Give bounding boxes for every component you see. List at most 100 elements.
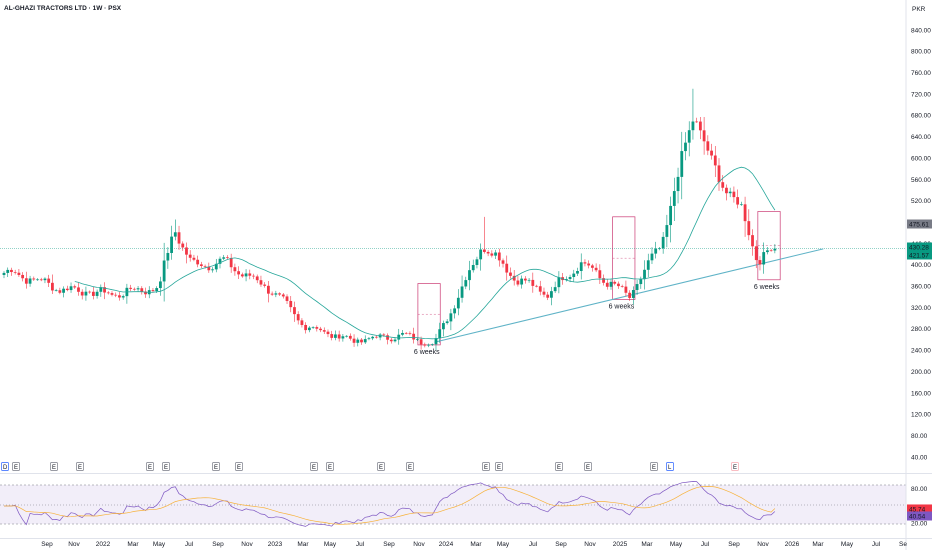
time-axis[interactable]: Sep Nov 2022 Mar May Jul Sep Nov 2023 Mar May Jul Se…: [41, 541, 907, 548]
candle-body: [553, 287, 557, 292]
time-tick-label: Mar: [812, 541, 824, 548]
candle-body: [646, 260, 650, 270]
candle-body: [404, 332, 408, 334]
candle-body: [728, 191, 732, 194]
earnings-marker: E: [379, 465, 383, 471]
split-marker: L: [668, 465, 672, 471]
candle-body: [218, 258, 222, 264]
candle-body: [47, 278, 51, 283]
annotation-label: 6 weeks: [754, 284, 780, 291]
candle-body: [36, 279, 39, 281]
candle-body: [326, 331, 330, 335]
time-tick-label: Sep: [41, 541, 53, 548]
candle-body: [717, 165, 721, 183]
earnings-marker-box: [326, 462, 334, 471]
price-tick-label: 120.00: [911, 412, 931, 419]
candle-body: [684, 142, 687, 152]
candle-body: [382, 334, 386, 336]
candle-body: [482, 249, 486, 252]
candle-body: [609, 281, 613, 287]
candle-body: [639, 279, 643, 285]
price-axis[interactable]: 840.00 800.00 760.00 720.00 680.00 640.00 600.…: [911, 27, 931, 461]
candle-body: [58, 290, 62, 293]
rsi-badge: [907, 504, 932, 514]
candle-body: [69, 286, 73, 291]
candle-body: [602, 278, 605, 283]
candle-body: [583, 262, 587, 264]
time-tick-label: Jul: [185, 541, 194, 548]
candle-body: [397, 334, 401, 340]
candle-body: [334, 334, 337, 338]
candle-body: [442, 323, 445, 330]
earnings-marker-box: [310, 462, 318, 471]
candle-body: [32, 278, 36, 280]
candle-body: [680, 151, 684, 177]
earnings-marker: E: [557, 465, 561, 471]
price-tick-label: 280.00: [911, 326, 931, 333]
dividend-marker: D: [3, 465, 8, 471]
candle-body: [415, 339, 419, 340]
price-badge: [907, 250, 932, 260]
earnings-marker: E: [733, 465, 737, 471]
candle-body: [523, 278, 527, 281]
candle-body: [6, 269, 10, 273]
candle-body: [739, 204, 743, 206]
candle-body: [151, 290, 155, 292]
price-tick-label: 560.00: [911, 177, 931, 184]
candle-body: [140, 288, 144, 292]
candle-body: [617, 283, 620, 287]
candle-body: [371, 336, 375, 339]
candle-body: [106, 292, 110, 294]
candle-body: [475, 259, 479, 265]
earnings-marker-box: [731, 462, 739, 471]
earnings-marker: E: [328, 465, 332, 471]
rsi-badge-label: 45.74: [909, 506, 926, 513]
rsi-badge: [907, 511, 932, 521]
candle-body: [222, 257, 226, 259]
time-tick-label: Mar: [470, 541, 482, 548]
candle-body: [84, 291, 88, 296]
candle-body: [88, 291, 92, 293]
candle-body: [17, 272, 21, 275]
candle-body: [244, 273, 248, 277]
candle-body: [453, 308, 457, 314]
candle-body: [129, 287, 133, 289]
candle-body: [620, 286, 624, 287]
time-tick-label: Sep: [555, 541, 567, 548]
time-tick-label: May: [497, 541, 510, 548]
candle-body: [267, 285, 270, 294]
candle-body: [24, 278, 28, 284]
candle-body: [226, 257, 229, 259]
candle-body: [758, 260, 762, 265]
candle-body: [375, 336, 378, 338]
earnings-marker-box: [12, 462, 20, 471]
candle-body: [512, 275, 516, 281]
candles: [2, 88, 777, 351]
candle-body: [304, 324, 308, 331]
candle-body: [99, 287, 103, 292]
candle-body: [322, 330, 326, 332]
candle-body: [643, 269, 646, 280]
candle-body: [460, 286, 464, 298]
earnings-marker: E: [497, 465, 501, 471]
candle-body: [669, 205, 672, 226]
candle-body: [270, 293, 274, 295]
price-tick-label: 840.00: [911, 27, 931, 34]
time-tick-label: May: [841, 541, 854, 548]
candle-body: [743, 204, 747, 222]
candle-body: [546, 294, 550, 298]
candle-body: [162, 260, 166, 282]
time-tick-label: Jul: [356, 541, 365, 548]
candle-body: [732, 191, 736, 198]
candle-body: [542, 291, 546, 295]
candle-body: [121, 296, 125, 298]
candle-body: [631, 289, 635, 298]
candle-body: [363, 339, 367, 343]
candle-body: [91, 291, 95, 296]
candle-body: [497, 252, 501, 261]
candle-body: [434, 338, 438, 345]
candle-body: [136, 288, 140, 290]
